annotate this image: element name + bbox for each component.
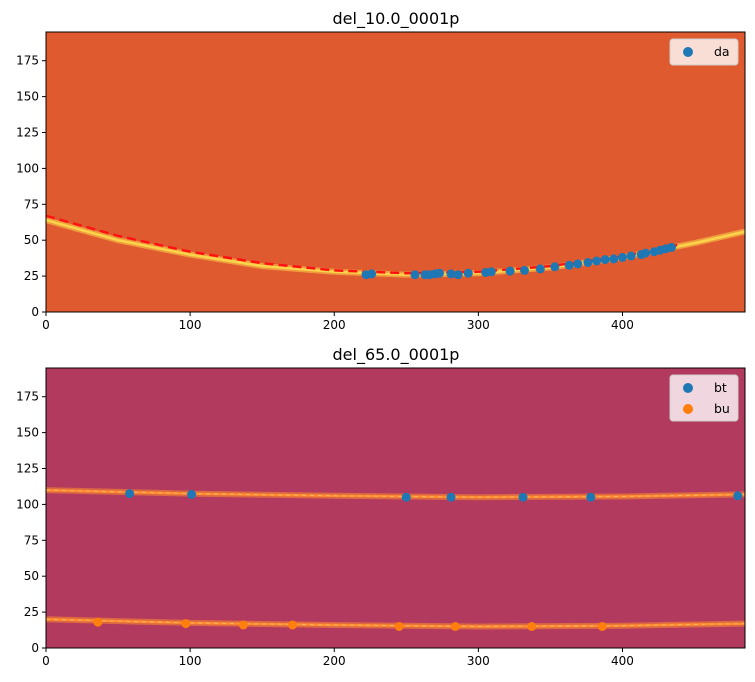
point-bu <box>93 617 103 627</box>
point-da <box>550 262 560 272</box>
point-da <box>618 252 627 262</box>
point-da <box>463 268 473 278</box>
legend-marker-bt <box>683 383 693 393</box>
top-plot-frame <box>45 31 746 313</box>
point-bu <box>450 622 460 631</box>
bottom-plot-frame <box>45 367 746 649</box>
top-y-tick-label: 150 <box>16 90 39 104</box>
bottom-legend: bt bu <box>669 374 739 422</box>
top-y-tick-label: 100 <box>16 161 39 175</box>
point-bu <box>181 619 191 629</box>
top-x-tick-label: 100 <box>179 318 202 332</box>
bottom-x-tick-label: 200 <box>323 654 346 668</box>
point-bu <box>394 622 404 631</box>
top-y-tick-label: 175 <box>16 54 39 68</box>
point-da <box>446 269 456 279</box>
point-da <box>600 255 610 265</box>
bottom-y-tick-label: 150 <box>16 426 39 440</box>
top-x-tick-label: 300 <box>467 318 490 332</box>
bottom-ring-fit-1 <box>45 618 746 628</box>
bottom-y-tick-label: 75 <box>24 533 39 547</box>
point-da <box>410 270 420 280</box>
point-bt <box>125 489 135 499</box>
top-y-tick-label: 0 <box>31 305 39 319</box>
point-bu <box>597 622 607 631</box>
bottom-panel: del_65.0_0001p 0 100 200 300 400 0 25 50 75 100 1… <box>16 345 746 668</box>
bottom-scatter-points <box>93 489 743 631</box>
top-y-tick-label: 75 <box>24 197 39 211</box>
top-x-tick-label: 400 <box>611 318 634 332</box>
legend-marker-da <box>683 47 693 57</box>
bottom-chart-title: del_65.0_0001p <box>333 345 460 365</box>
point-bu <box>527 622 537 631</box>
point-bu <box>238 620 248 630</box>
top-x-tick-label: 200 <box>323 318 346 332</box>
point-bt <box>446 492 456 502</box>
bottom-x-tick-label: 0 <box>42 654 50 668</box>
point-bu <box>288 620 297 630</box>
bottom-y-axis: 0 25 50 75 100 125 150 175 <box>16 390 46 655</box>
bottom-y-tick-label: 50 <box>24 569 39 583</box>
top-y-tick-label: 50 <box>24 233 39 247</box>
bottom-x-tick-label: 400 <box>611 654 634 668</box>
point-bt <box>518 492 528 502</box>
point-da <box>535 264 545 274</box>
point-bt <box>401 492 411 502</box>
bottom-image-background <box>46 368 745 648</box>
bottom-x-tick-label: 100 <box>179 654 202 668</box>
point-da <box>592 256 602 266</box>
bottom-x-tick-label: 300 <box>467 654 490 668</box>
bottom-y-tick-label: 0 <box>31 641 39 655</box>
point-da <box>564 260 574 270</box>
point-da <box>667 242 676 252</box>
bottom-y-tick-label: 100 <box>16 497 39 511</box>
top-x-axis: 0 100 200 300 400 <box>42 312 634 332</box>
legend-label-da: da <box>714 44 730 59</box>
point-da <box>583 258 593 267</box>
point-da <box>626 251 636 261</box>
point-da <box>609 254 619 264</box>
top-y-tick-label: 25 <box>24 269 39 283</box>
point-bt <box>733 491 743 501</box>
point-da <box>453 270 463 280</box>
legend-marker-bu <box>683 404 693 414</box>
point-da <box>435 268 444 278</box>
point-bt <box>586 492 596 502</box>
top-y-tick-label: 125 <box>16 126 39 140</box>
top-scatter-points <box>361 242 676 280</box>
legend-label-bu: bu <box>714 401 730 416</box>
bottom-y-tick-label: 25 <box>24 605 39 619</box>
bottom-y-tick-label: 175 <box>16 390 39 404</box>
point-da <box>505 266 515 276</box>
point-da <box>641 248 651 258</box>
point-bt <box>187 489 197 499</box>
point-da <box>486 267 496 277</box>
point-da <box>520 265 529 275</box>
top-x-tick-label: 0 <box>42 318 50 332</box>
top-legend: da <box>669 38 739 66</box>
bottom-y-tick-label: 125 <box>16 462 39 476</box>
point-da <box>367 269 377 279</box>
top-chart-title: del_10.0_0001p <box>333 9 460 29</box>
legend-label-bt: bt <box>714 380 727 395</box>
top-panel: del_10.0_0001p 0 100 200 300 400 0 25 50 75 100 1… <box>16 9 746 332</box>
bottom-x-axis: 0 100 200 300 400 <box>42 648 634 668</box>
top-legend-box <box>669 38 739 66</box>
top-image-background <box>46 32 745 312</box>
point-da <box>573 259 583 269</box>
top-y-axis: 0 25 50 75 100 125 150 175 <box>16 54 46 319</box>
